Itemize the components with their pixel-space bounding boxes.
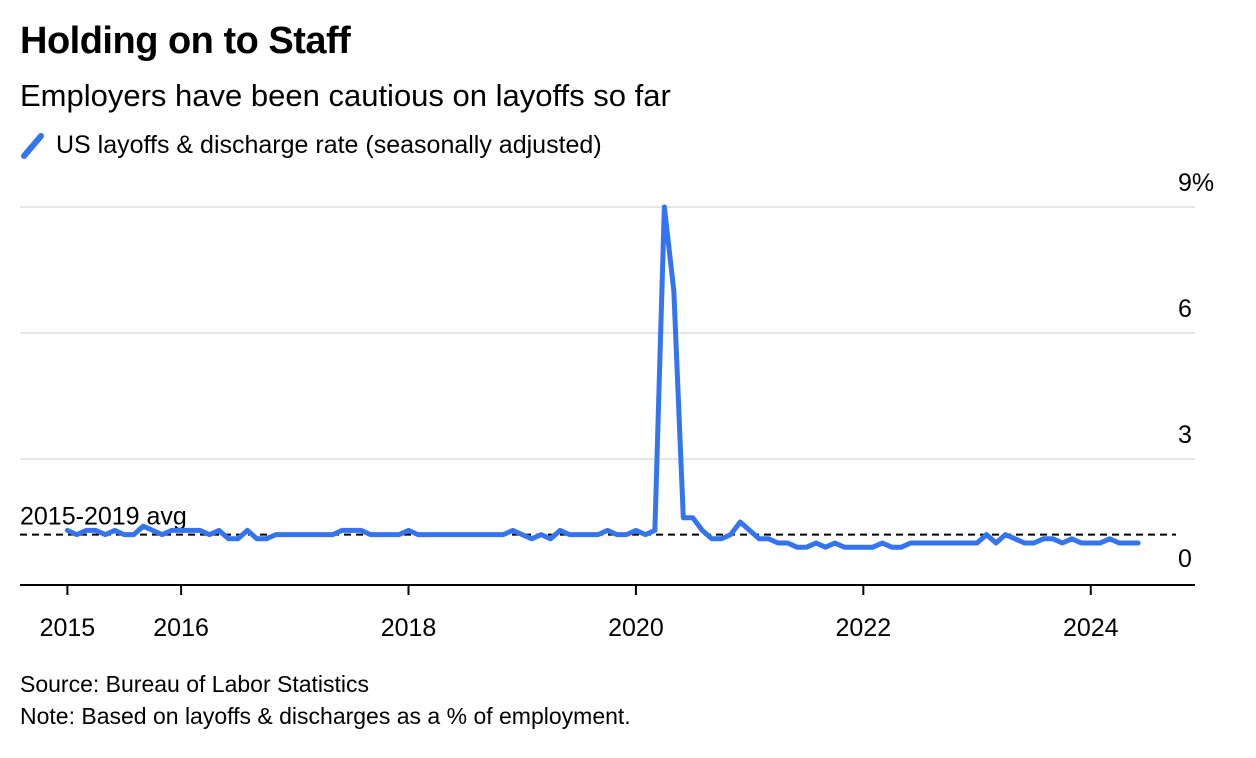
x-tick-label: 2015	[40, 614, 96, 642]
line-chart: 0 3 6 9% 2015 2016 2018 2020 2022 2024 2015-2019 a…	[20, 169, 1214, 642]
chart-title: Holding on to Staff	[20, 20, 351, 62]
footnote: Note: Based on layoffs & discharges as a…	[20, 703, 631, 729]
average-reference-label: 2015-2019 avg	[20, 503, 187, 531]
x-tick-label: 2020	[608, 614, 664, 642]
x-tick-label: 2018	[381, 614, 437, 642]
chart-legend: US layoffs & discharge rate (seasonally …	[20, 128, 602, 162]
chart-subtitle: Employers have been cautious on layoffs …	[20, 78, 671, 113]
legend-line-icon	[21, 133, 44, 159]
x-tick-label: 2024	[1063, 614, 1119, 642]
legend-label: US layoffs & discharge rate (seasonally …	[56, 130, 602, 159]
x-tick-label: 2022	[836, 614, 892, 642]
y-tick-label: 6	[1178, 295, 1192, 323]
y-tick-label: 0	[1178, 545, 1192, 573]
y-tick-label: 9%	[1178, 169, 1214, 197]
series-line-0	[64, 204, 1141, 550]
source-note: Source: Bureau of Labor Statistics	[20, 671, 370, 697]
x-tick-label: 2016	[153, 614, 209, 642]
y-tick-label: 3	[1178, 421, 1192, 449]
